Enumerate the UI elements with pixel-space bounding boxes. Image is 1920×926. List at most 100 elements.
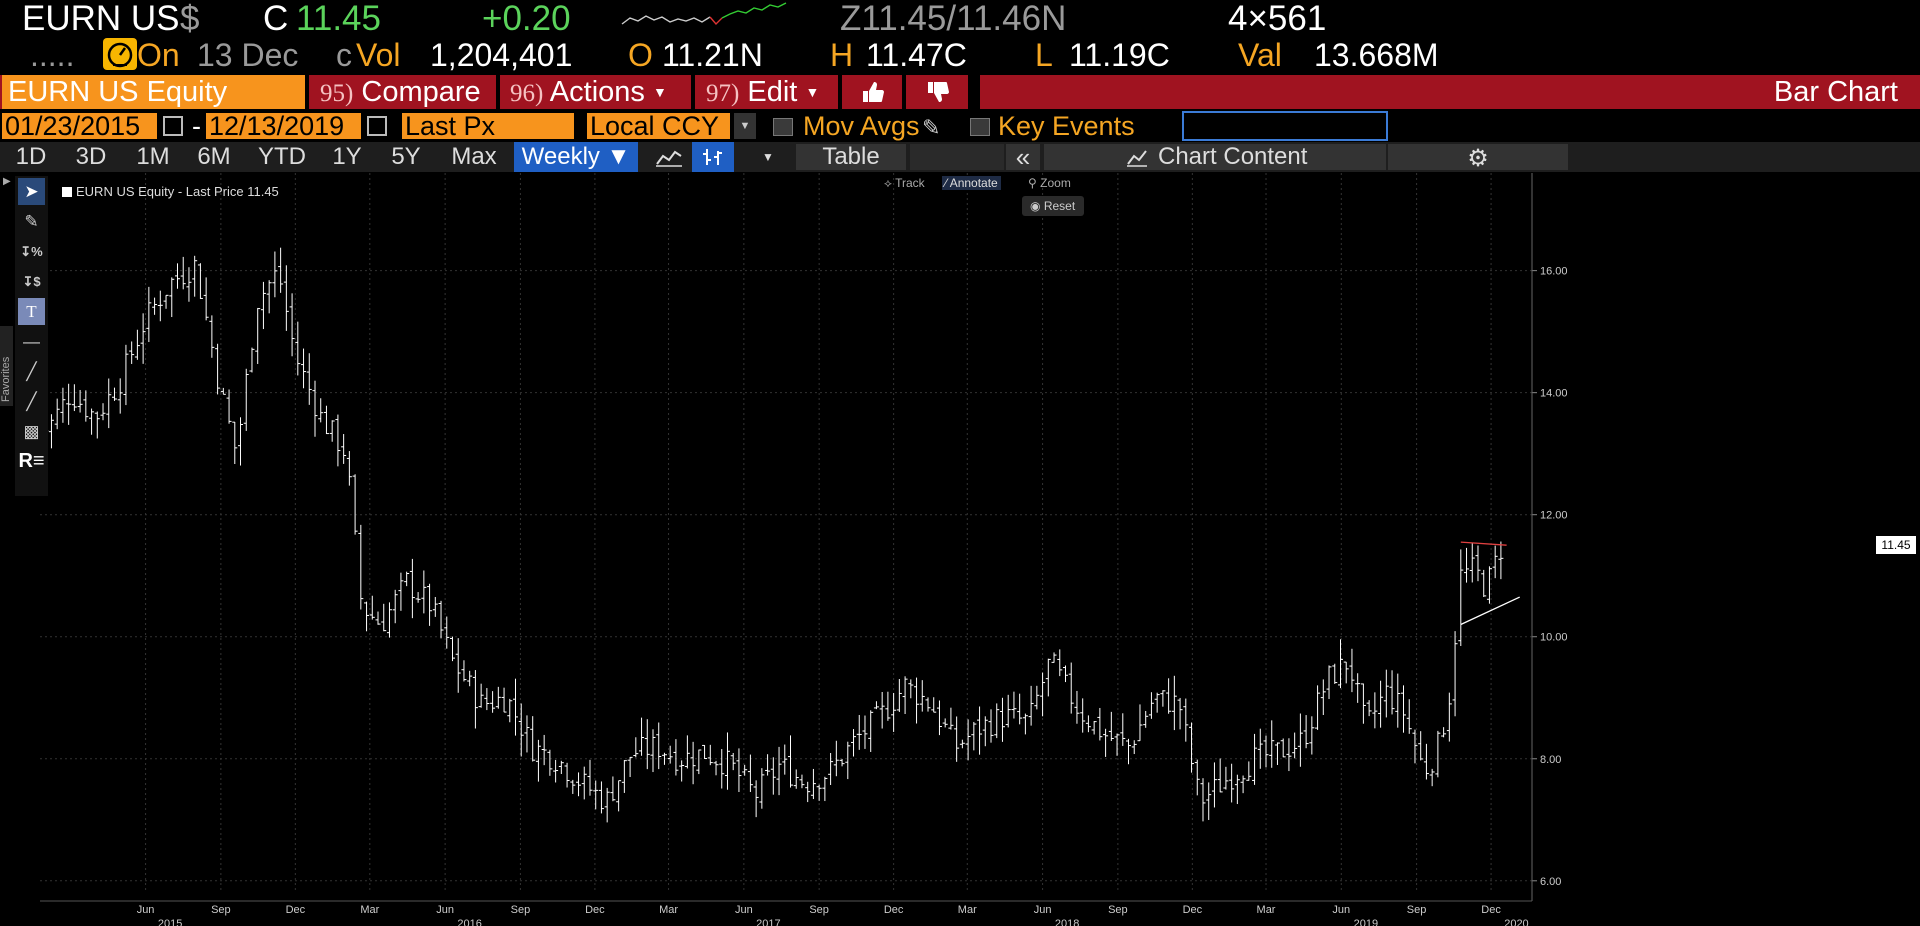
ohlc-bar xyxy=(1246,761,1252,781)
period-1m[interactable]: 1M xyxy=(136,143,170,170)
price-chart[interactable]: 6.00 8.00 10.00 12.00 14.00 16.00 Jun Sep Dec Mar… xyxy=(0,173,1920,926)
ohlc-bar xyxy=(799,774,805,789)
ohlc-bar xyxy=(702,744,708,760)
thumbs-up-icon[interactable] xyxy=(842,75,902,109)
dollar-tool-icon[interactable]: ↧$ xyxy=(22,274,41,289)
toolbar-divider xyxy=(691,75,695,109)
period-1d[interactable]: 1D xyxy=(15,143,47,170)
ohlc-bar xyxy=(490,691,496,713)
track-tool[interactable]: ⟡ Track xyxy=(884,176,925,191)
chevron-down-icon[interactable]: ▼ xyxy=(734,113,756,139)
pencil-icon[interactable]: ✎ xyxy=(922,115,941,140)
ohlc-bar xyxy=(713,760,719,776)
chart-content-button[interactable]: Chart Content xyxy=(1044,144,1386,170)
ohlc-bar xyxy=(174,263,180,289)
ohlc-bar xyxy=(581,766,587,800)
ohlc-bar xyxy=(100,403,106,421)
ohlc-bar xyxy=(295,321,301,376)
ohlc-bar xyxy=(845,741,851,780)
chevron-down-icon[interactable]: ▼ xyxy=(762,150,774,164)
ohlc-bar xyxy=(616,780,622,812)
expand-arrow-icon[interactable]: ▶ xyxy=(3,176,11,187)
bid-ask-size: 4×561 xyxy=(1228,0,1327,38)
speedometer-icon[interactable] xyxy=(103,38,137,70)
percent-tool-icon[interactable]: ↧% xyxy=(20,244,43,259)
ohlc-bar xyxy=(123,344,129,406)
ohlc-bar xyxy=(111,387,117,401)
key-events-label[interactable]: Key Events xyxy=(998,111,1135,141)
thumbs-down-icon[interactable] xyxy=(906,75,968,109)
radio-icon: ◉ xyxy=(1030,199,1041,213)
ohlc-bar xyxy=(902,676,908,714)
horizontal-line-icon[interactable]: — xyxy=(23,332,40,351)
ohlc-bar xyxy=(323,405,329,435)
calendar-icon[interactable] xyxy=(367,116,387,136)
period-5y[interactable]: 5Y xyxy=(391,143,421,170)
ohlc-bar xyxy=(558,760,564,775)
key-events-toggle[interactable] xyxy=(1182,111,1388,141)
ohlc-bar xyxy=(117,378,123,414)
ohlc-bar xyxy=(243,368,249,431)
chart-legend[interactable]: EURN US Equity - Last Price 11.45 xyxy=(62,184,279,199)
bar-chart-icon[interactable] xyxy=(692,142,734,172)
edit-menu[interactable]: 97) Edit ▼ xyxy=(706,75,836,109)
drawing-toolbar: ➤ ✎ ↧% ↧$ T — ╱ ╱ ▩ R≡ xyxy=(15,176,48,496)
frequency-dropdown[interactable]: Weekly ▼ xyxy=(514,142,638,172)
toolbar-divider xyxy=(902,75,906,109)
ohlc-bar xyxy=(1292,732,1298,759)
key-events-checkbox[interactable] xyxy=(970,118,990,136)
settings-button[interactable]: ⚙ xyxy=(1388,144,1568,172)
pen-icon[interactable]: ✎ xyxy=(24,212,39,231)
period-3d[interactable]: 3D xyxy=(75,143,107,170)
trend-line-icon[interactable]: ╱ xyxy=(26,362,37,381)
ohlc-bar xyxy=(999,697,1005,742)
year-label: 2018 xyxy=(1055,918,1079,926)
end-date-field[interactable]: 12/13/2019 xyxy=(206,113,361,140)
ohlc-bar xyxy=(163,294,169,309)
ohlc-bar xyxy=(1234,774,1240,805)
compare-menu[interactable]: 95) Compare xyxy=(320,75,496,109)
ohlc-bar xyxy=(1326,665,1332,700)
field-selector[interactable]: Last Px xyxy=(402,113,574,140)
table-button[interactable]: Table xyxy=(796,144,906,170)
ohlc-bar xyxy=(1383,669,1389,718)
zoom-tool[interactable]: ⚲ Zoom xyxy=(1028,176,1071,190)
ohlc-bar xyxy=(1148,692,1154,719)
ohlc-bar xyxy=(1263,735,1269,768)
period-1y[interactable]: 1Y xyxy=(332,143,362,170)
channel-icon[interactable]: ▩ xyxy=(23,422,40,441)
ohlc-bar xyxy=(1452,631,1458,717)
y-tick-label: 8.00 xyxy=(1540,754,1561,766)
favorites-tab[interactable]: Favorites xyxy=(0,326,13,406)
chart-canvas[interactable]: 6.00 8.00 10.00 12.00 14.00 16.00 Jun Sep Dec Mar… xyxy=(0,173,1920,926)
reset-button[interactable]: ◉ Reset xyxy=(1022,196,1084,216)
ohlc-bar xyxy=(753,780,759,818)
mov-avgs-checkbox[interactable] xyxy=(773,118,793,136)
line-chart-icon[interactable] xyxy=(650,142,688,172)
cursor-icon[interactable]: ➤ xyxy=(18,178,45,205)
ohlc-bar xyxy=(954,716,960,762)
ohlc-bar xyxy=(1458,549,1464,647)
collapse-icon[interactable]: « xyxy=(1006,144,1040,170)
retracement-icon[interactable]: R≡ xyxy=(18,450,45,472)
security-name[interactable]: EURN US Equity xyxy=(2,75,305,109)
ohlc-bar xyxy=(1120,713,1126,746)
actions-menu[interactable]: 96) Actions ▼ xyxy=(510,75,690,109)
y-tick-label: 12.00 xyxy=(1540,510,1568,522)
currency-selector[interactable]: Local CCY xyxy=(587,113,730,140)
ohlc-bar xyxy=(1257,728,1263,769)
period-max[interactable]: Max xyxy=(451,143,497,170)
ohlc-bar xyxy=(1378,680,1384,728)
start-date-field[interactable]: 01/23/2015 xyxy=(2,113,157,140)
period-6m[interactable]: 6M xyxy=(197,143,231,170)
ohlc-bar xyxy=(1160,690,1166,707)
ohlc-bar xyxy=(1274,742,1280,765)
ohlc-bar xyxy=(501,687,507,713)
calendar-icon[interactable] xyxy=(163,116,183,136)
annotate-tool[interactable]: ⁄ Annotate xyxy=(942,176,1001,190)
ohlc-bar xyxy=(358,524,364,610)
text-tool-icon[interactable]: T xyxy=(18,298,45,325)
period-ytd[interactable]: YTD xyxy=(258,143,306,170)
mov-avgs-label[interactable]: Mov Avgs xyxy=(803,111,920,141)
ray-line-icon[interactable]: ╱ xyxy=(26,392,37,411)
